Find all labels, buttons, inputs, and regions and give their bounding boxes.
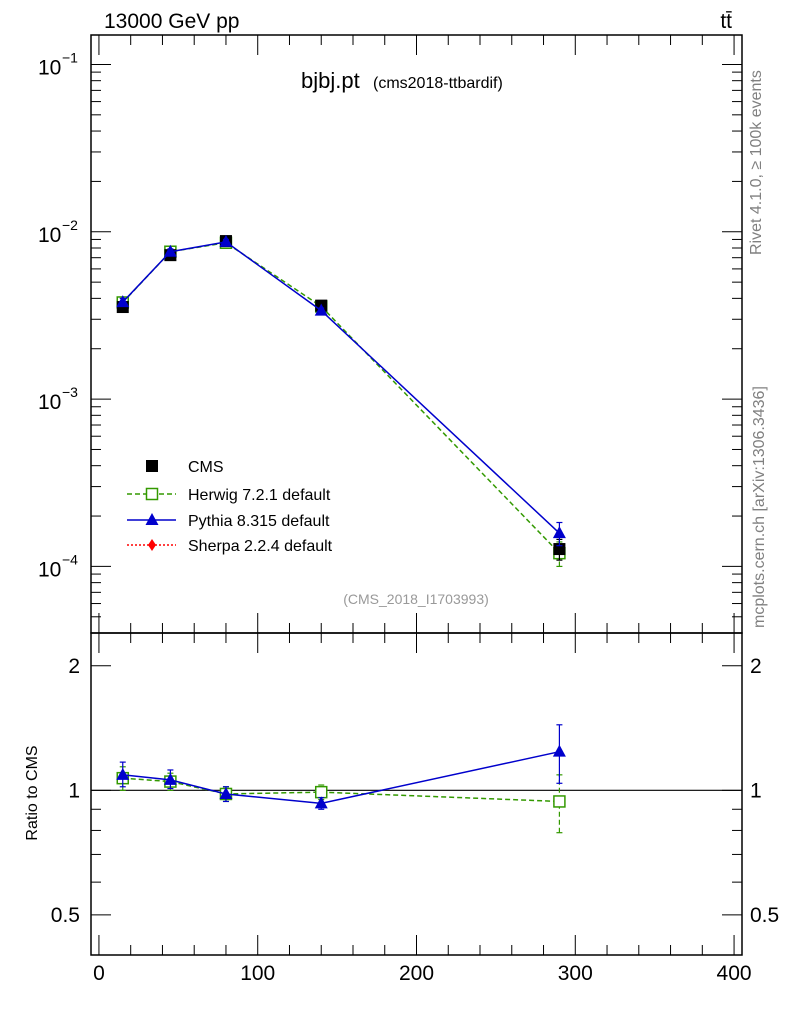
x-tick-label: 400 bbox=[717, 962, 752, 985]
pythia-line bbox=[122, 750, 560, 805]
ratio-y-tick-label-right: 0.5 bbox=[750, 904, 779, 927]
legend-sherpa-marker bbox=[148, 539, 156, 551]
plot-title: bjbj.pt bbox=[301, 68, 360, 93]
process-label: tt̄ bbox=[720, 10, 732, 33]
y-tick-exponent: −1 bbox=[62, 49, 78, 65]
rivet-version-label: Rivet 4.1.0, ≥ 100k events bbox=[748, 70, 765, 255]
ratio-y-tick-label: 2 bbox=[68, 655, 80, 678]
main-series bbox=[116, 234, 566, 568]
y-tick-exponent: −3 bbox=[62, 384, 78, 400]
ratio-y-tick-label-right: 2 bbox=[750, 655, 762, 678]
pythia-point bbox=[116, 295, 130, 308]
energy-label: 13000 GeV pp bbox=[104, 10, 239, 33]
main-y-axis: 10−110−210−310−4 bbox=[38, 35, 742, 634]
main-plot-panel: bjbj.pt (cms2018-ttbardif) (CMS_2018_I17… bbox=[38, 34, 743, 634]
ratio-y-axis-label: Ratio to CMS bbox=[24, 745, 41, 840]
ratio-y-tick-label: 1 bbox=[68, 779, 80, 802]
y-tick-label: 10 bbox=[38, 56, 61, 79]
legend-sherpa-label: Sherpa 2.2.4 default bbox=[188, 538, 333, 555]
pythia-point bbox=[552, 744, 566, 757]
legend-herwig-label: Herwig 7.2.1 default bbox=[188, 487, 331, 504]
x-tick-label: 200 bbox=[399, 962, 434, 985]
y-tick-label: 10 bbox=[38, 391, 61, 414]
legend-pythia-marker bbox=[145, 513, 159, 525]
legend-cms-label: CMS bbox=[188, 459, 224, 476]
legend-cms-marker bbox=[146, 460, 158, 472]
ratio-series bbox=[116, 724, 566, 834]
mcplots-label: mcplots.cern.ch [arXiv:1306.3436] bbox=[751, 386, 768, 628]
x-tick-label: 0 bbox=[93, 962, 105, 985]
ratio-axes: 0.5 0.5 1 1 2 2 0 100 200 300 400 bbox=[51, 633, 779, 985]
x-tick-label: 300 bbox=[558, 962, 593, 985]
herwig-point bbox=[314, 785, 328, 799]
ratio-plot-frame bbox=[90, 632, 743, 956]
herwig-line bbox=[122, 241, 560, 554]
pythia-point bbox=[219, 234, 233, 247]
plot-subtitle: (cms2018-ttbardif) bbox=[373, 75, 503, 92]
pythia-point bbox=[163, 244, 177, 257]
pythia-point bbox=[314, 303, 328, 316]
analysis-watermark: (CMS_2018_I1703993) bbox=[343, 591, 489, 607]
ratio-y-tick-label: 0.5 bbox=[51, 904, 80, 927]
pythia-point bbox=[163, 772, 177, 785]
legend: CMS Herwig 7.2.1 default Pythia 8.315 defa… bbox=[127, 459, 333, 555]
pythia-point bbox=[314, 796, 328, 809]
legend-pythia-label: Pythia 8.315 default bbox=[188, 513, 330, 530]
legend-herwig-marker bbox=[145, 487, 159, 501]
y-tick-exponent: −2 bbox=[62, 217, 78, 233]
pythia-point bbox=[116, 767, 130, 780]
y-tick-exponent: −4 bbox=[62, 551, 78, 567]
pythia-point bbox=[552, 526, 566, 539]
ratio-plot-panel: Ratio to CMS 0.5 0.5 1 1 2 2 0 100 200 300 400 bbox=[24, 632, 779, 985]
pythia-point bbox=[219, 786, 233, 799]
y-tick-label: 10 bbox=[38, 558, 61, 581]
y-tick-label: 10 bbox=[38, 224, 61, 247]
herwig-point bbox=[553, 795, 566, 808]
ratio-y-tick-label-right: 1 bbox=[750, 779, 762, 802]
x-tick-label: 100 bbox=[240, 962, 275, 985]
